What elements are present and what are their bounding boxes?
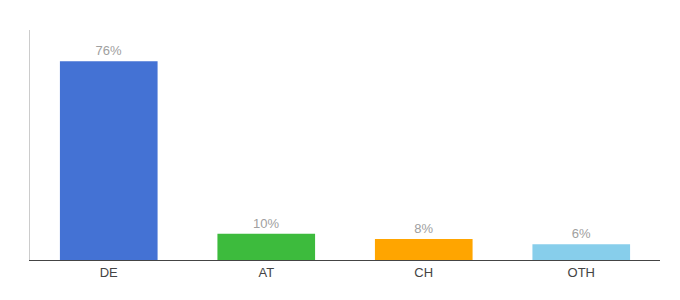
svg-text:10%: 10% — [253, 216, 279, 231]
svg-text:OTH: OTH — [568, 265, 595, 280]
svg-text:AT: AT — [258, 265, 274, 280]
svg-text:76%: 76% — [96, 43, 122, 58]
svg-text:CH: CH — [414, 265, 433, 280]
svg-text:6%: 6% — [572, 226, 591, 241]
svg-text:8%: 8% — [414, 221, 433, 236]
svg-text:DE: DE — [100, 265, 118, 280]
